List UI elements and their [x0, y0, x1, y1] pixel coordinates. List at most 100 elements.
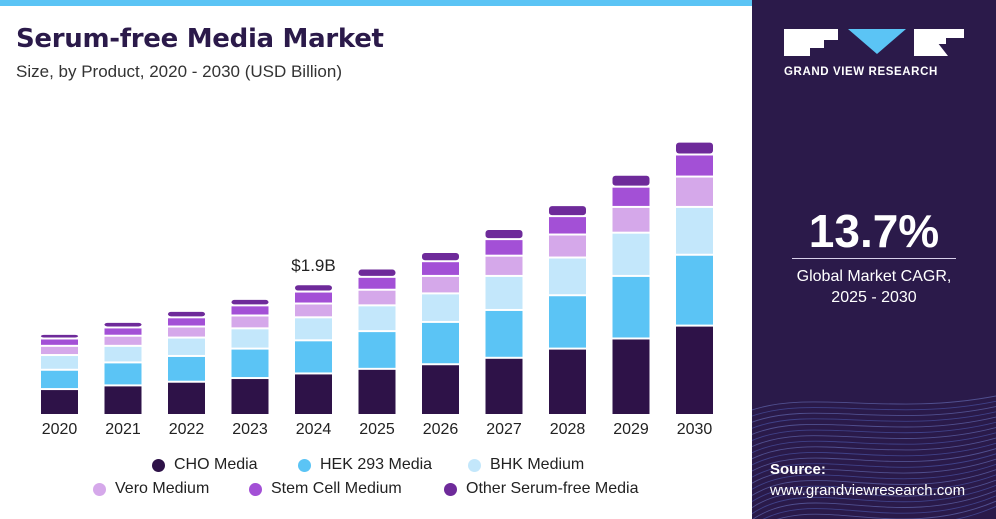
bar-segment-2022-stem-cell-medium — [168, 318, 205, 326]
x-tick-label-2024: 2024 — [296, 421, 332, 438]
bar-segment-2028-bhk-medium — [549, 258, 586, 295]
bar-segment-2028-vero-medium — [549, 235, 586, 257]
value-annotation-2024: $1.9B — [291, 256, 335, 275]
bar-segment-2023-vero-medium — [231, 316, 269, 328]
bar-segment-2020-stem-cell-medium — [41, 339, 78, 345]
legend-swatch — [444, 482, 457, 496]
bar-segment-2029-hek-293-media — [612, 276, 650, 338]
cagr-label: Global Market CAGR, 2025 - 2030 — [752, 266, 996, 308]
bar-segment-2029-cho-media — [612, 339, 650, 414]
legend-label: Stem Cell Medium — [271, 480, 402, 497]
chart-subtitle: Size, by Product, 2020 - 2030 (USD Billi… — [16, 62, 342, 81]
bar-segment-2024-hek-293-media — [295, 341, 332, 373]
bar-segment-2020-cho-media — [41, 390, 78, 414]
decorative-wave-pattern — [752, 380, 996, 519]
legend-label: HEK 293 Media — [320, 456, 433, 473]
source-label: Source: — [770, 461, 826, 478]
x-tick-label-2030: 2030 — [677, 421, 713, 438]
bar-segment-2030-stem-cell-medium — [676, 155, 713, 176]
legend-label: CHO Media — [174, 456, 258, 473]
cagr-divider — [792, 258, 956, 259]
bar-segment-2026-cho-media — [422, 365, 459, 414]
x-tick-label-2026: 2026 — [423, 421, 459, 438]
bar-segment-2028-cho-media — [549, 349, 586, 414]
legend-item-hek-293-media: HEK 293 Media — [298, 456, 432, 474]
chart-panel: Serum-free Media Market Size, by Product… — [0, 0, 752, 498]
top-accent-bar — [0, 0, 752, 6]
bar-segment-2030-bhk-medium — [676, 207, 713, 254]
bar-segment-2021-bhk-medium — [104, 346, 142, 362]
bar-segment-2020-other-serum-free-media — [41, 334, 78, 338]
bar-segment-2022-cho-media — [168, 382, 205, 414]
bar-segment-2025-hek-293-media — [358, 332, 396, 368]
bar-segment-2029-bhk-medium — [612, 233, 650, 275]
bar-segment-2030-hek-293-media — [676, 255, 713, 325]
bar-segment-2024-vero-medium — [295, 304, 332, 317]
bar-segment-2025-bhk-medium — [358, 306, 396, 331]
legend-item-stem-cell-medium: Stem Cell Medium — [249, 480, 402, 498]
bar-segment-2028-other-serum-free-media — [549, 206, 586, 216]
bar-segment-2027-hek-293-media — [485, 310, 523, 357]
grand-view-research-logo — [784, 29, 964, 56]
bar-segment-2021-cho-media — [104, 386, 142, 414]
bar-segment-2025-vero-medium — [358, 290, 396, 305]
bar-segment-2024-cho-media — [295, 374, 332, 414]
legend-item-other-serum-free-media: Other Serum-free Media — [444, 480, 639, 498]
cagr-label-line2: 2025 - 2030 — [831, 289, 917, 306]
bar-segment-2021-other-serum-free-media — [104, 322, 142, 327]
bar-segment-2027-stem-cell-medium — [485, 240, 523, 255]
bar-segment-2025-other-serum-free-media — [358, 269, 396, 276]
bar-segment-2021-hek-293-media — [104, 363, 142, 385]
stacked-bar-chart: 2020 2021 2022 2023 2024 2025 2026 2027 2028 2029… — [41, 142, 713, 438]
legend-swatch — [152, 458, 165, 472]
bar-segment-2026-hek-293-media — [422, 322, 459, 364]
bar-segment-2024-stem-cell-medium — [295, 292, 332, 303]
bar-segment-2020-vero-medium — [41, 346, 78, 355]
x-tick-label-2027: 2027 — [486, 421, 522, 438]
bar-segment-2021-stem-cell-medium — [104, 328, 142, 335]
x-tick-label-2020: 2020 — [42, 421, 78, 438]
bar-segment-2026-other-serum-free-media — [422, 253, 459, 261]
legend-label: BHK Medium — [490, 456, 585, 473]
legend-item-bhk-medium: BHK Medium — [468, 456, 584, 474]
bar-segment-2030-cho-media — [676, 326, 713, 414]
bar-segment-2024-other-serum-free-media — [295, 285, 332, 291]
bar-segment-2027-other-serum-free-media — [485, 230, 523, 239]
bar-segment-2024-bhk-medium — [295, 318, 332, 340]
bar-segment-2026-vero-medium — [422, 276, 459, 293]
x-tick-label-2025: 2025 — [359, 421, 395, 438]
bar-segment-2028-stem-cell-medium — [549, 217, 586, 234]
brand-name: GRAND VIEW RESEARCH — [784, 66, 938, 78]
legend-swatch — [249, 482, 262, 496]
legend-swatch — [468, 458, 481, 472]
bar-segment-2027-vero-medium — [485, 256, 523, 275]
legend-swatch — [298, 458, 311, 472]
bar-segment-2022-hek-293-media — [168, 356, 205, 381]
bar-segment-2020-bhk-medium — [41, 356, 78, 369]
bar-segment-2023-stem-cell-medium — [231, 306, 269, 315]
x-tick-label-2029: 2029 — [613, 421, 649, 438]
x-tick-label-2028: 2028 — [550, 421, 586, 438]
x-tick-label-2022: 2022 — [169, 421, 205, 438]
bar-segment-2030-vero-medium — [676, 177, 713, 206]
x-tick-label-2021: 2021 — [105, 421, 141, 438]
bar-segment-2023-cho-media — [231, 379, 269, 414]
cagr-value: 13.7% — [808, 205, 940, 257]
bar-segment-2029-stem-cell-medium — [612, 187, 650, 206]
x-tick-label-2023: 2023 — [232, 421, 268, 438]
bar-segment-2028-hek-293-media — [549, 296, 586, 348]
bar-segment-2022-other-serum-free-media — [168, 311, 205, 317]
bar-segment-2029-other-serum-free-media — [612, 175, 650, 186]
bar-segment-2026-bhk-medium — [422, 294, 459, 321]
bar-segment-2027-cho-media — [485, 358, 523, 414]
chart-title: Serum-free Media Market — [16, 24, 384, 54]
bar-segment-2022-bhk-medium — [168, 338, 205, 355]
bar-segment-2023-bhk-medium — [231, 329, 269, 348]
legend-label: Vero Medium — [115, 480, 210, 497]
bar-segment-2021-vero-medium — [104, 336, 142, 345]
source-url[interactable]: www.grandviewresearch.com — [770, 482, 966, 499]
cagr-label-line1: Global Market CAGR, — [796, 268, 952, 285]
legend-item-vero-medium: Vero Medium — [93, 480, 209, 498]
legend-swatch — [93, 482, 106, 496]
